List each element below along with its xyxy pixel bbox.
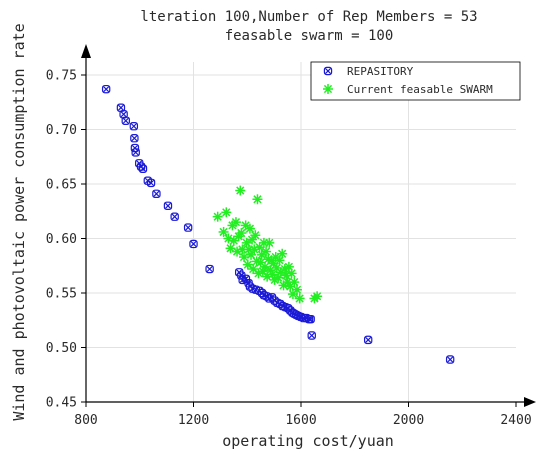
repository-point	[163, 201, 173, 210]
y-tick-label: 0.75	[46, 69, 77, 84]
swarm-point	[253, 268, 264, 279]
repository-point	[152, 189, 161, 199]
swarm-point	[230, 217, 241, 228]
swarm-point	[247, 234, 258, 245]
swarm-point	[244, 223, 255, 234]
swarm-point	[252, 194, 263, 205]
swarm-point	[294, 293, 305, 304]
grid-lines	[86, 62, 516, 402]
legend-marker-repasitory	[323, 66, 333, 76]
y-tick-label: 0.55	[46, 287, 77, 302]
y-tick-label: 0.50	[46, 341, 77, 356]
x-tick-label: 1600	[285, 413, 316, 428]
x-axis-label: operating cost/yuan	[222, 432, 394, 450]
repository-point	[121, 116, 130, 125]
swarm-point	[236, 228, 247, 239]
repository-point	[129, 122, 139, 131]
swarm-point	[261, 246, 272, 257]
repository-point	[101, 84, 111, 94]
series-current-feasable-swarm	[212, 185, 323, 304]
x-tick-label: 2400	[500, 413, 531, 428]
repository-point	[363, 335, 373, 345]
swarm-point	[259, 261, 270, 272]
swarm-point	[312, 291, 323, 302]
repository-point	[306, 314, 315, 324]
swarm-point	[246, 249, 257, 260]
repository-point	[183, 223, 193, 232]
legend-label-current-feasable-swarm: Current feasable SWARM	[347, 83, 493, 96]
y-axis-arrowhead	[81, 44, 91, 58]
swarm-point	[235, 185, 246, 196]
swarm-point	[291, 284, 302, 295]
x-tick-label: 2000	[393, 413, 424, 428]
series-repasitory	[101, 84, 455, 364]
x-tick-label: 1200	[178, 413, 209, 428]
y-tick-label: 0.70	[46, 123, 77, 138]
swarm-point	[221, 207, 232, 218]
repository-point	[138, 164, 148, 173]
repository-point	[130, 134, 139, 143]
x-ticks: 800 1200 1600 2000 2400	[74, 402, 532, 428]
repository-point	[205, 264, 214, 274]
repository-point	[445, 355, 455, 364]
repository-point	[307, 331, 316, 340]
swarm-point	[277, 248, 288, 259]
legend-symbol-repasitory	[323, 66, 333, 76]
axes	[81, 44, 536, 407]
repository-point	[170, 212, 179, 221]
swarm-point	[264, 237, 275, 248]
y-axis-label: Wind and photovoltaic power consumption …	[10, 23, 28, 420]
swarm-point	[289, 277, 300, 288]
swarm-point	[212, 211, 223, 222]
legend-symbol-current-feasable-swarm	[323, 84, 333, 94]
repository-point	[131, 148, 140, 157]
swarm-point	[257, 266, 268, 277]
y-tick-label: 0.60	[46, 232, 77, 247]
swarm-point	[286, 268, 297, 279]
legend-box	[310, 61, 521, 101]
chart-title-line-2: feasable swarm = 100	[225, 28, 394, 44]
legend-marker-current-feasable-swarm	[323, 84, 333, 94]
legend-label-repasitory: REPASITORY	[347, 65, 414, 78]
chart-title: lteration 100,Number of Rep Members = 53…	[140, 9, 477, 44]
repository-point	[119, 110, 128, 119]
y-ticks: 0.45 0.50 0.55 0.60 0.65 0.70 0.75	[46, 69, 86, 411]
swarm-point	[250, 230, 261, 241]
y-tick-label: 0.65	[46, 178, 77, 193]
y-tick-label: 0.45	[46, 396, 77, 411]
swarm-point	[218, 226, 229, 237]
repository-point	[146, 178, 156, 188]
legend: REPASITORY Current feasable SWARM	[310, 61, 521, 101]
x-tick-label: 800	[74, 413, 97, 428]
repository-point	[241, 274, 251, 284]
repository-point	[189, 239, 198, 249]
chart-title-line-1: lteration 100,Number of Rep Members = 53	[140, 9, 477, 25]
